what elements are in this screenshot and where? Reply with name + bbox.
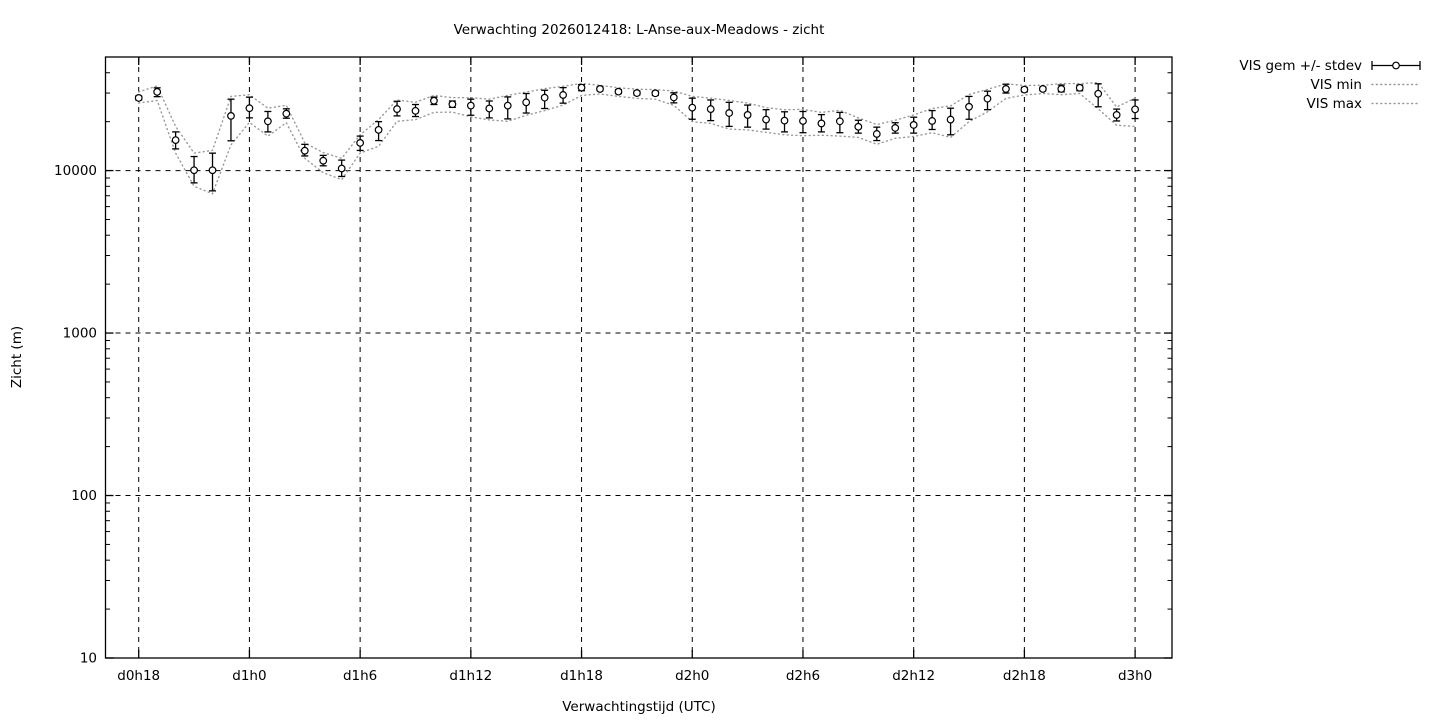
mean-marker: [872, 130, 881, 138]
x-axis-label: Verwachtingstijd (UTC): [562, 699, 716, 715]
mean-marker: [1020, 85, 1029, 94]
legend-label-vis-gem: VIS gem +/- stdev: [1239, 58, 1362, 74]
mean-marker: [725, 109, 734, 117]
y-tick-label: 1000: [63, 326, 97, 342]
x-tick-label: d2h12: [892, 668, 935, 684]
legend-item-vis-min: VIS min: [1310, 77, 1421, 93]
mean-marker: [1075, 83, 1084, 92]
mean-marker: [854, 122, 863, 131]
x-tick-label: d1h18: [560, 668, 603, 684]
mean-marker: [946, 115, 955, 124]
mean-marker: [1094, 89, 1103, 98]
vis-min-curve: [137, 92, 1136, 195]
mean-marker: [411, 106, 420, 115]
plot-area: d0h18 d1h0 d1h6 d1h12 d1h18 d2h0 d2h6 d2h12 d2h1…: [54, 56, 1172, 684]
mean-marker: [393, 105, 401, 113]
mean-marker: [633, 89, 641, 97]
mean-marker: [337, 164, 346, 173]
mean-marker: [1002, 85, 1010, 93]
legend-label-vis-max: VIS max: [1307, 96, 1363, 112]
mean-marker: [799, 117, 807, 125]
x-tick-label: d2h6: [786, 668, 820, 684]
plot-border: [104, 56, 1173, 659]
y-tick-label: 10: [80, 651, 97, 667]
mean-marker: [1112, 111, 1121, 119]
mean-marker: [466, 101, 475, 110]
errorbar-sample-icon: [1371, 61, 1421, 70]
mean-marker: [891, 124, 900, 132]
y-axis-label: Zicht (m): [9, 326, 25, 388]
mean-marker: [559, 91, 567, 99]
mean-marker: [669, 93, 678, 102]
x-tick-label: d1h12: [449, 668, 492, 684]
y-tick-label: 10000: [54, 163, 97, 179]
x-tick-label: d0h18: [117, 668, 160, 684]
x-tick-label: d2h0: [675, 668, 709, 684]
legend: VIS gem +/- stdev VIS min VIS max: [1239, 58, 1421, 112]
mean-marker: [153, 87, 162, 96]
mean-marker: [430, 96, 438, 105]
mean-marker: [374, 125, 383, 134]
x-tick-label: d3h0: [1118, 668, 1152, 684]
legend-item-vis-max: VIS max: [1307, 96, 1421, 112]
x-tick-label: d1h6: [343, 668, 377, 684]
mean-marker: [780, 116, 789, 125]
mean-marker: [448, 100, 457, 109]
mean-marker: [356, 139, 365, 147]
mean-marker: [762, 115, 770, 124]
mean-marker: [596, 85, 604, 93]
mean-marker: [522, 98, 531, 107]
mean-marker: [245, 104, 254, 113]
mean-marker: [817, 119, 826, 128]
mean-marker: [190, 166, 198, 175]
mean-marker: [1038, 85, 1047, 93]
mean-marker: [835, 117, 844, 126]
mean-marker: [983, 94, 992, 103]
mean-marker: [263, 117, 272, 126]
x-tick-label: d2h18: [1003, 668, 1046, 684]
mean-marker: [706, 105, 715, 113]
mean-marker: [1057, 85, 1066, 93]
mean-marker: [540, 93, 549, 102]
mean-marker: [134, 94, 143, 102]
mean-marker: [688, 103, 697, 112]
mean-marker: [1131, 105, 1139, 114]
mean-marker: [614, 87, 623, 96]
mean-marker: [928, 117, 937, 125]
mean-marker: [171, 136, 180, 144]
mean-marker: [743, 111, 752, 119]
mean-marker: [208, 166, 217, 175]
mean-marker: [965, 102, 973, 111]
legend-item-vis-gem: VIS gem +/- stdev: [1239, 58, 1421, 74]
mean-marker: [282, 109, 291, 118]
mean-marker: [319, 156, 328, 165]
mean-marker: [651, 89, 660, 98]
mean-marker: [485, 104, 494, 113]
mean-marker: [577, 83, 586, 92]
mean-marker: [503, 101, 512, 110]
chart-title: Verwachting 2026012418: L-Anse-aux-Meado…: [454, 22, 825, 38]
y-tick-label: 100: [71, 488, 97, 504]
x-tick-label: d1h0: [232, 668, 266, 684]
mean-marker: [909, 121, 918, 129]
legend-label-vis-min: VIS min: [1310, 77, 1362, 93]
mean-marker: [227, 111, 235, 120]
mean-marker: [300, 146, 309, 155]
